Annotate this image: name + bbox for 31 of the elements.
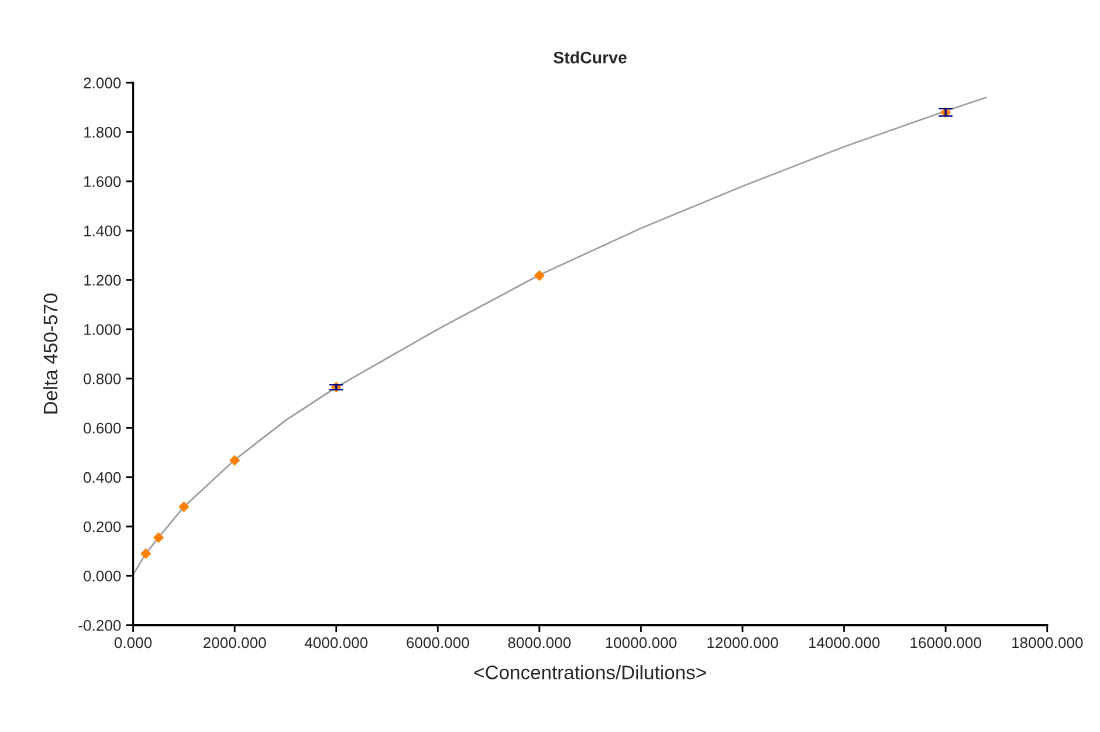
y-tick-label: 1.200 — [84, 274, 121, 286]
point — [140, 548, 152, 560]
y-tick-label: 1.800 — [84, 126, 121, 138]
y-tick-label: 0.400 — [83, 472, 121, 483]
x-tick-label: 2000.000 — [203, 637, 266, 649]
x-tick-label: 18000.000 — [1012, 637, 1083, 649]
chart-title: StdCurve — [553, 51, 627, 64]
x-axis-title: <Concentrations/Dilutions> — [474, 665, 706, 680]
y-tick-label: 0.000 — [83, 570, 121, 582]
x-tick-label: 0.000 — [114, 637, 152, 649]
point — [153, 532, 164, 543]
point — [533, 270, 545, 281]
y-tick-label: -0.200 — [78, 620, 121, 631]
y-axis-title: Delta 450-570 — [43, 293, 58, 414]
y-tick-label: 1.600 — [84, 176, 121, 188]
y-tick-label: 0.200 — [83, 521, 121, 533]
x-tick-label: 8000.000 — [508, 637, 571, 649]
y-tick-label: 1.400 — [84, 225, 121, 237]
x-tick-label: 14000.000 — [809, 637, 880, 649]
y-tick-label: 1.000 — [84, 324, 121, 335]
y-tick-label: 0.600 — [83, 422, 121, 434]
y-tick-label: 2.000 — [83, 77, 121, 89]
x-tick-label: 10000.000 — [605, 637, 677, 649]
x-tick-label: 12000.000 — [707, 637, 779, 649]
line-series — [133, 96, 988, 576]
point — [178, 501, 190, 513]
x-tick-label: 4000.000 — [304, 637, 368, 649]
x-tick-label: 16000.000 — [910, 637, 982, 649]
y-tick-label: 0.800 — [83, 373, 121, 385]
point — [229, 455, 241, 466]
x-tick-label: 6000.000 — [406, 637, 470, 649]
